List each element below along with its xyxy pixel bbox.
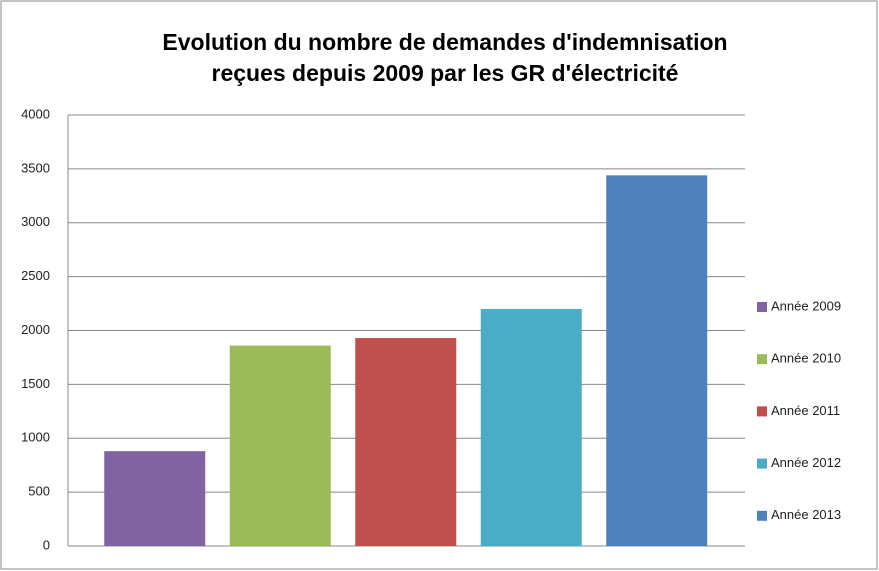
legend-swatch xyxy=(757,458,767,469)
legend-swatch xyxy=(757,406,767,417)
y-tick-label: 2500 xyxy=(21,268,50,283)
y-tick-label: 4000 xyxy=(21,106,50,121)
legend-label: Année 2013 xyxy=(771,507,841,522)
legend-label: Année 2010 xyxy=(771,351,841,366)
legend-swatch xyxy=(757,510,767,521)
y-tick-label: 3000 xyxy=(21,214,50,229)
bar xyxy=(355,338,457,546)
y-tick-label: 1000 xyxy=(21,430,50,445)
y-tick-label: 500 xyxy=(28,484,50,499)
bar xyxy=(480,308,582,546)
legend-label: Année 2009 xyxy=(771,298,841,313)
y-tick-label: 2000 xyxy=(21,322,50,337)
bar xyxy=(229,345,331,546)
y-tick-label: 3500 xyxy=(21,160,50,175)
legend-swatch xyxy=(757,354,767,365)
bar xyxy=(606,175,708,546)
chart-title: reçues depuis 2009 par les GR d'électric… xyxy=(212,60,679,86)
legend-label: Année 2012 xyxy=(771,455,841,470)
bar xyxy=(104,451,206,546)
legend-label: Année 2011 xyxy=(771,403,840,418)
y-tick-label: 1500 xyxy=(21,376,50,391)
legend-swatch xyxy=(757,302,767,312)
chart-title: Evolution du nombre de demandes d'indemn… xyxy=(162,29,727,55)
y-tick-label: 0 xyxy=(43,537,50,552)
